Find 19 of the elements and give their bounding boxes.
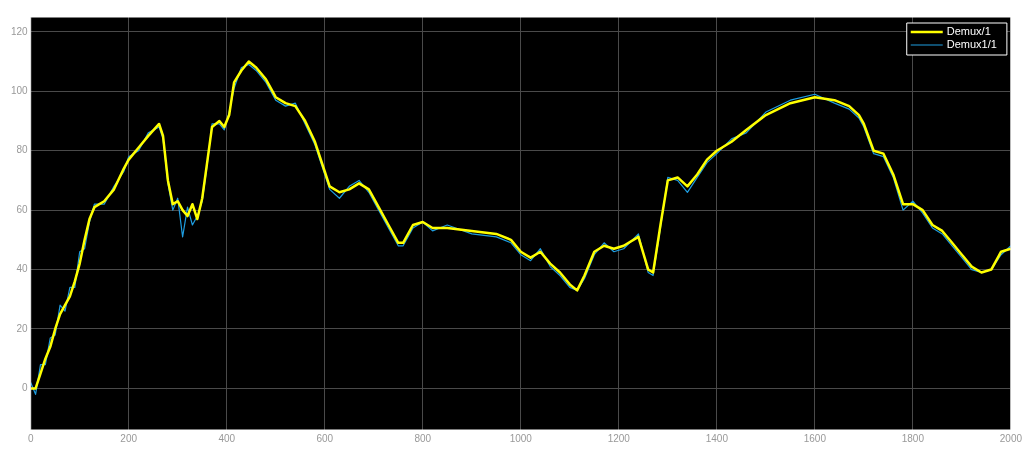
y-tick-label: 120 [11,25,29,37]
x-tick-label: 1000 [509,432,533,444]
y-tick-label: 40 [16,263,29,275]
y-tick-label: 60 [16,203,29,215]
y-tick-label: 80 [16,144,29,156]
x-tick-label: 1800 [901,432,925,444]
legend-label: Demux/1 [946,25,991,38]
x-tick-label: 600 [316,432,334,444]
legend-label: Demux1/1 [946,38,997,51]
x-tick-label: 400 [218,432,236,444]
x-tick-label: 2000 [999,432,1023,444]
x-tick-label: 1600 [803,432,827,444]
y-tick-label: 20 [16,322,29,334]
x-tick-label: 1200 [607,432,631,444]
y-tick-label: 100 [11,85,29,97]
y-tick-label: 0 [22,382,29,394]
x-tick-label: 800 [414,432,432,444]
x-tick-label: 200 [120,432,138,444]
x-tick-label: 1400 [705,432,729,444]
